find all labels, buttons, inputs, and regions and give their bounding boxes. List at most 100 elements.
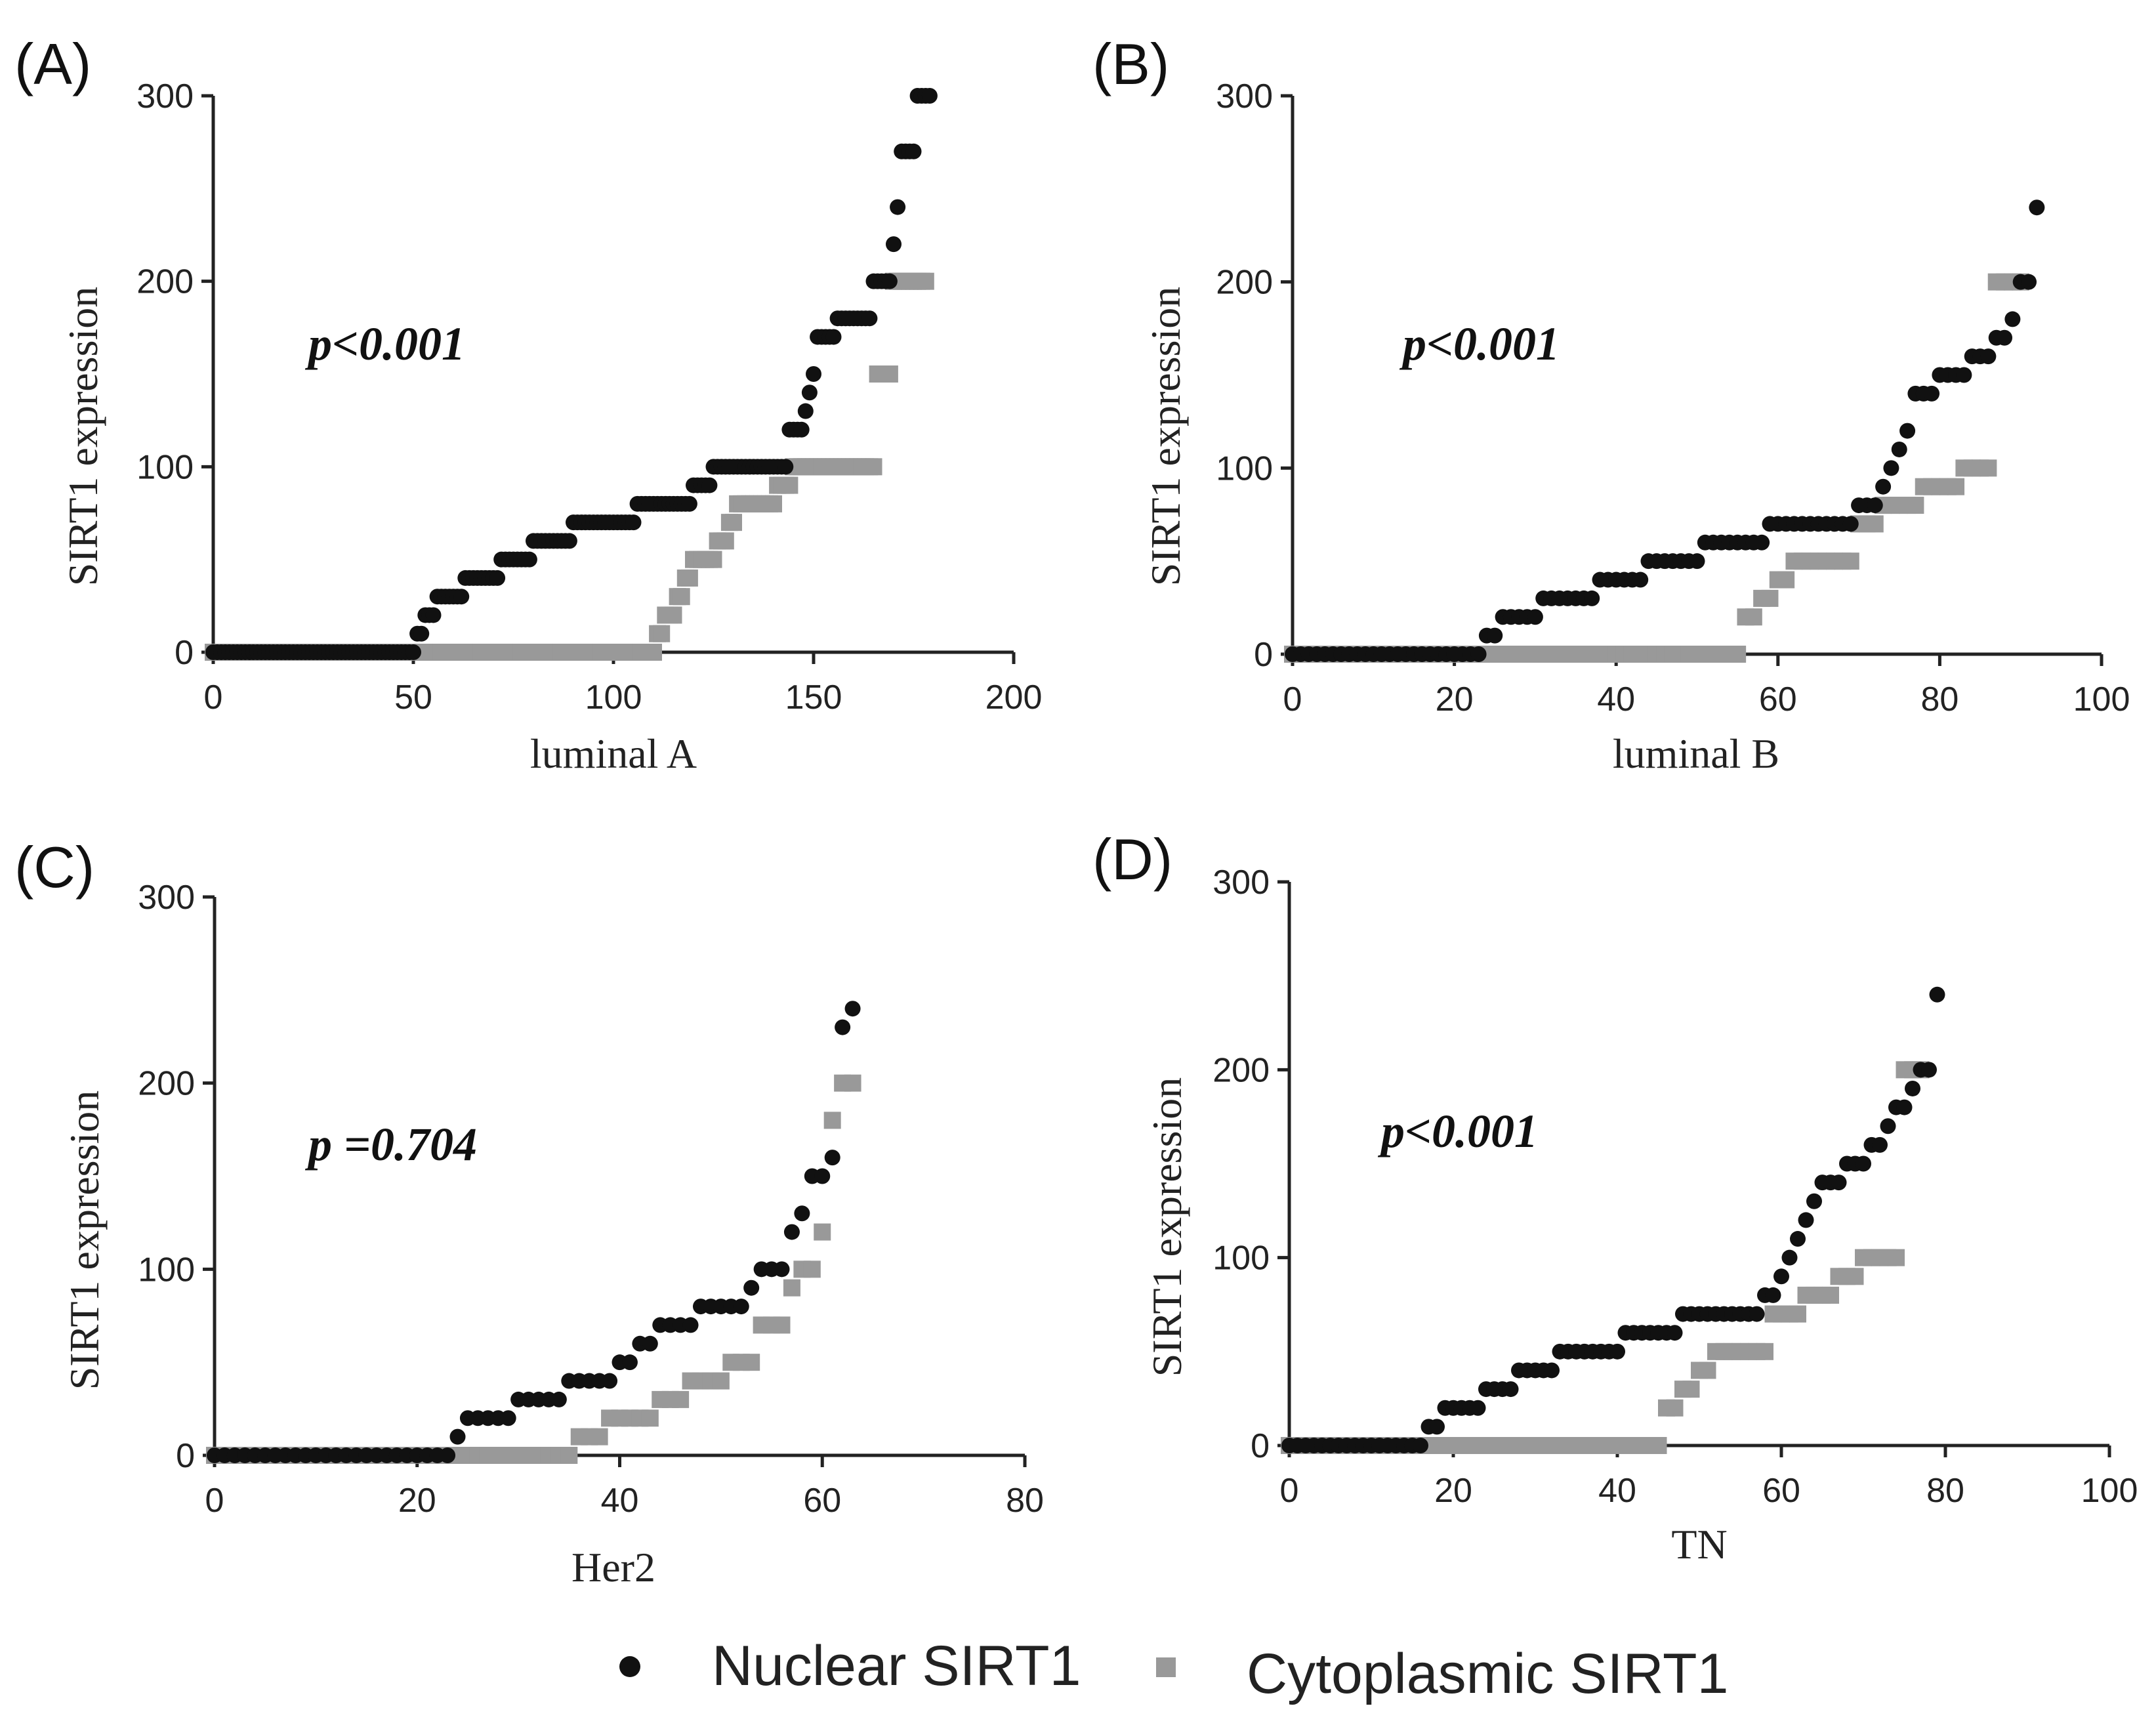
x-axis-title-a: luminal A — [530, 730, 697, 777]
x-tick-label-d: 0 — [1280, 1472, 1299, 1510]
cytoplasmic-point — [641, 1409, 659, 1427]
nuclear-point — [1921, 1062, 1937, 1078]
cytoplasmic-point — [1756, 1342, 1773, 1360]
nuclear-point — [1867, 497, 1883, 514]
nuclear-point — [1632, 572, 1649, 588]
nuclear-point — [2004, 311, 2021, 327]
nuclear-point — [1544, 1362, 1560, 1379]
x-axis-title-c: Her2 — [571, 1544, 655, 1591]
nuclear-series-c — [207, 1001, 861, 1463]
nuclear-point — [777, 459, 794, 475]
nuclear-point — [835, 1019, 851, 1035]
cytoplasmic-point — [1907, 497, 1924, 514]
nuclear-point — [844, 1001, 861, 1017]
x-tick-label-c: 60 — [803, 1482, 841, 1520]
y-tick-label-c: 100 — [138, 1251, 195, 1289]
cytoplasmic-point — [680, 569, 698, 587]
nuclear-point — [440, 1447, 456, 1463]
x-tick-label-b: 40 — [1597, 680, 1635, 718]
nuclear-point — [1896, 1099, 1913, 1115]
cytoplasmic-series-b — [1284, 273, 2029, 663]
cytoplasmic-point — [1729, 646, 1747, 663]
nuclear-series-b — [1285, 199, 2045, 662]
x-tick-label-b: 60 — [1759, 680, 1797, 718]
nuclear-legend-marker-icon — [619, 1656, 640, 1677]
nuclear-point — [1905, 1080, 1920, 1096]
x-tick-label-a: 50 — [394, 678, 432, 717]
nuclear-point — [1798, 1212, 1814, 1228]
cytoplasmic-point — [917, 272, 934, 290]
nuclear-point — [814, 1168, 831, 1184]
nuclear-point — [1924, 385, 1940, 402]
nuclear-point — [1883, 460, 1899, 476]
nuclear-point — [550, 1391, 567, 1407]
nuclear-point — [793, 421, 810, 438]
cytoplasmic-point — [1866, 515, 1884, 533]
nuclear-point — [413, 625, 430, 642]
panel-label-c: (C) — [14, 835, 94, 900]
nuclear-point — [1413, 1438, 1428, 1453]
y-axis-title-a: SIRT1 expression — [60, 287, 106, 587]
nuclear-point — [1872, 1136, 1888, 1153]
nuclear-point — [1773, 1268, 1789, 1285]
nuclear-point — [1527, 609, 1543, 625]
cytoplasmic-point — [645, 644, 662, 661]
x-tick-label-d: 60 — [1762, 1472, 1800, 1510]
nuclear-point — [1667, 1325, 1683, 1341]
cytoplasmic-point — [1789, 1305, 1806, 1323]
nuclear-point — [500, 1410, 516, 1426]
nuclear-point — [1503, 1381, 1519, 1398]
nuclear-point — [801, 385, 818, 401]
y-tick-label-b: 200 — [1216, 264, 1273, 302]
cytoplasmic-point — [1777, 571, 1795, 589]
cytoplasmic-point — [1842, 552, 1859, 570]
cytoplasmic-point — [844, 1074, 861, 1092]
nuclear-point — [1781, 1249, 1798, 1266]
nuclear-point — [1765, 1287, 1781, 1303]
x-tick-label-c: 20 — [398, 1482, 436, 1520]
nuclear-point — [861, 310, 878, 327]
cytoplasmic-point — [781, 476, 798, 494]
y-tick-label-b: 300 — [1216, 77, 1273, 115]
nuclear-point — [602, 1373, 618, 1389]
cytoplasmic-point — [743, 1354, 760, 1371]
x-tick-label-c: 40 — [601, 1482, 639, 1520]
cytoplasmic-point — [1822, 1286, 1839, 1304]
x-tick-label-d: 20 — [1434, 1472, 1472, 1510]
cytoplasmic-point — [705, 551, 722, 568]
nuclear-point — [1831, 1175, 1847, 1191]
nuclear-point — [1754, 534, 1770, 551]
nuclear-point — [881, 273, 898, 289]
nuclear-point — [825, 329, 842, 345]
cytoplasmic-point — [865, 458, 882, 476]
nuclear-point — [905, 143, 922, 159]
x-tick-label-c: 0 — [205, 1482, 224, 1520]
nuclear-point — [561, 533, 577, 549]
legend: Nuclear SIRT1 Cytoplasmic SIRT1 — [619, 1634, 1728, 1705]
cytoplasmic-point — [1699, 1362, 1716, 1379]
panel-label-d: (D) — [1092, 827, 1172, 892]
nuclear-point — [806, 366, 821, 382]
cytoplasmic-point — [1761, 589, 1779, 607]
x-tick-label-a: 100 — [585, 678, 642, 717]
nuclear-point — [733, 1299, 749, 1315]
panel-c: (C) 0 20 40 60 80 0 100 200 300 Her2 SIRT1 expressi… — [14, 835, 1044, 1591]
cytoplasmic-point — [591, 1428, 608, 1446]
nuclear-point — [794, 1205, 810, 1222]
x-tick-label-a: 200 — [985, 678, 1043, 717]
y-tick-label-d: 0 — [1251, 1427, 1270, 1465]
panel-d: (D) 0 20 40 60 80 100 0 100 200 300 TN SIRT1 express… — [1092, 827, 2138, 1568]
cytoplasmic-point — [1947, 478, 1965, 495]
nuclear-point — [1929, 986, 1945, 1003]
nuclear-point — [681, 495, 697, 512]
cytoplasmic-point — [823, 1112, 841, 1129]
p-value-b: p<0.001 — [1399, 318, 1560, 370]
nuclear-point — [1855, 1155, 1871, 1172]
nuclear-point — [797, 403, 814, 419]
nuclear-point — [2029, 199, 2045, 216]
cytoplasmic-point — [672, 1390, 690, 1408]
cytoplasmic-series-d — [1281, 1061, 1930, 1454]
nuclear-point — [1609, 1343, 1625, 1360]
